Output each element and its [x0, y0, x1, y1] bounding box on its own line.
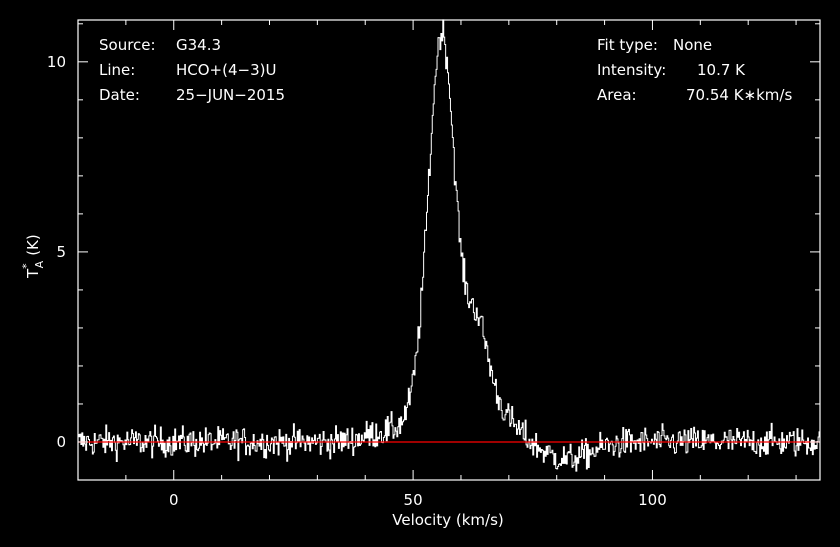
line-value: HCO+(4−3)U: [176, 61, 276, 79]
source-value: G34.3: [176, 36, 221, 54]
svg-text:T*A(K): T*A (K): [20, 234, 46, 279]
x-axis-title: Velocity (km/s): [392, 511, 503, 529]
y-tick-label: 10: [47, 53, 66, 71]
spectrum-line-group: [78, 19, 820, 472]
x-tick-label: 50: [404, 491, 423, 509]
x-tick-label: 0: [169, 491, 179, 509]
fit-type-value: None: [673, 36, 712, 54]
y-tick-label: 5: [56, 243, 66, 261]
line-label: Line:: [99, 61, 135, 79]
area-label: Area:: [597, 86, 637, 104]
y-axis-sub: A: [33, 260, 46, 268]
spectrum-line: [78, 19, 820, 472]
intensity-label: Intensity:: [597, 61, 666, 79]
x-tick-label: 100: [638, 491, 667, 509]
y-axis-sup: *: [20, 263, 33, 269]
date-label: Date:: [99, 86, 140, 104]
y-axis-title: T*A (K): [20, 234, 46, 279]
source-label: Source:: [99, 36, 156, 54]
y-tick-label: 0: [56, 433, 66, 451]
y-axis-symbol: T: [24, 268, 42, 279]
intensity-value: 10.7 K: [697, 61, 746, 79]
date-value: 25−JUN−2015: [176, 86, 285, 104]
area-value: 70.54 K∗km/s: [686, 86, 792, 104]
plot-frame: [77, 19, 821, 481]
fit-type-label: Fit type:: [597, 36, 658, 54]
y-axis-unit: (K): [24, 234, 42, 256]
axis-ticks: 0 50 100 0 5 10: [47, 20, 820, 509]
